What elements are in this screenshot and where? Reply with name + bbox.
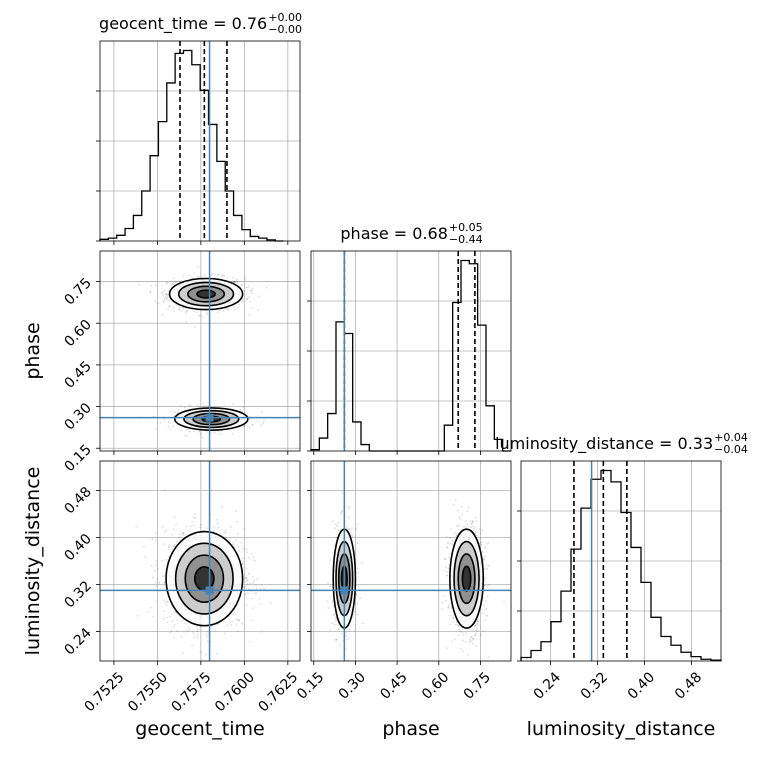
title-minus: −0.00 [268, 23, 302, 36]
title-geocent_time: geocent_time = 0.76 +0.00−0.00 [99, 11, 302, 36]
y-tick-label-luminosity_distance: 0.40 [61, 531, 94, 564]
y-tick-label-luminosity_distance: 0.32 [61, 578, 94, 611]
truth-marker [205, 413, 214, 422]
title-text: luminosity_distance = 0.33 [495, 434, 713, 454]
title-minus: −0.44 [449, 233, 483, 246]
x-tick-label-geocent_time: 0.7525 [82, 669, 128, 715]
truth-marker [340, 586, 349, 595]
y-tick-label-phase: 0.45 [61, 358, 94, 391]
panel-frame [99, 250, 301, 452]
contour-0-3 [196, 289, 217, 299]
panel-scatter-geocent_time-luminosity_distance [99, 460, 301, 662]
panel-frame [310, 460, 512, 662]
title-luminosity_distance: luminosity_distance = 0.33 +0.04−0.04 [495, 431, 748, 456]
x-axis-label-geocent_time: geocent_time [135, 718, 264, 740]
title-minus: −0.04 [714, 443, 748, 456]
title-plus: +0.04 [714, 431, 748, 444]
y-tick-label-luminosity_distance: 0.48 [61, 484, 94, 517]
x-tick-label-luminosity_distance: 0.48 [672, 669, 705, 702]
contour-1-3 [461, 565, 472, 592]
x-tick-label-phase: 0.60 [419, 669, 452, 702]
histogram-step-geocent_time [99, 49, 284, 242]
y-tick-label-phase: 0.15 [61, 442, 94, 475]
y-tick-label-phase: 0.30 [61, 400, 94, 433]
histogram-step-luminosity_distance [520, 469, 722, 661]
panel-scatter-geocent_time-phase [99, 250, 301, 452]
x-tick-label-geocent_time: 0.7600 [212, 669, 258, 715]
y-axis-label-phase: phase [22, 322, 44, 379]
y-tick-label-phase: 0.75 [61, 275, 94, 308]
title-plus: +0.00 [268, 11, 302, 24]
title-phase: phase = 0.68 +0.05−0.44 [340, 221, 482, 246]
y-tick-label-phase: 0.60 [61, 317, 94, 350]
x-tick-label-geocent_time: 0.7575 [169, 669, 215, 715]
x-tick-label-luminosity_distance: 0.40 [625, 669, 658, 702]
panel-scatter-phase-luminosity_distance [310, 460, 512, 662]
title-plus: +0.05 [449, 221, 483, 234]
panel-frame [99, 460, 301, 662]
x-tick-label-luminosity_distance: 0.24 [531, 669, 564, 702]
panel-hist-luminosity_distance [517, 460, 722, 662]
y-axis-label-luminosity_distance: luminosity_distance [22, 467, 44, 656]
x-tick-label-geocent_time: 0.7550 [125, 669, 171, 715]
title-text: phase = 0.68 [340, 224, 447, 243]
title-text: geocent_time = 0.76 [99, 14, 267, 34]
x-tick-label-phase: 0.75 [461, 669, 494, 702]
x-tick-label-phase: 0.15 [294, 669, 327, 702]
x-axis-label-luminosity_distance: luminosity_distance [527, 718, 716, 740]
panel-hist-geocent_time [96, 40, 301, 242]
x-tick-label-phase: 0.30 [336, 669, 369, 702]
truth-marker [205, 586, 214, 595]
panel-content [100, 461, 300, 661]
x-tick-label-luminosity_distance: 0.32 [578, 669, 611, 702]
x-tick-label-phase: 0.45 [377, 669, 410, 702]
panel-hist-phase [307, 250, 512, 452]
panel-content [311, 461, 511, 661]
panel-content [100, 251, 300, 451]
y-tick-label-luminosity_distance: 0.24 [61, 625, 94, 658]
x-axis-label-phase: phase [382, 718, 439, 740]
